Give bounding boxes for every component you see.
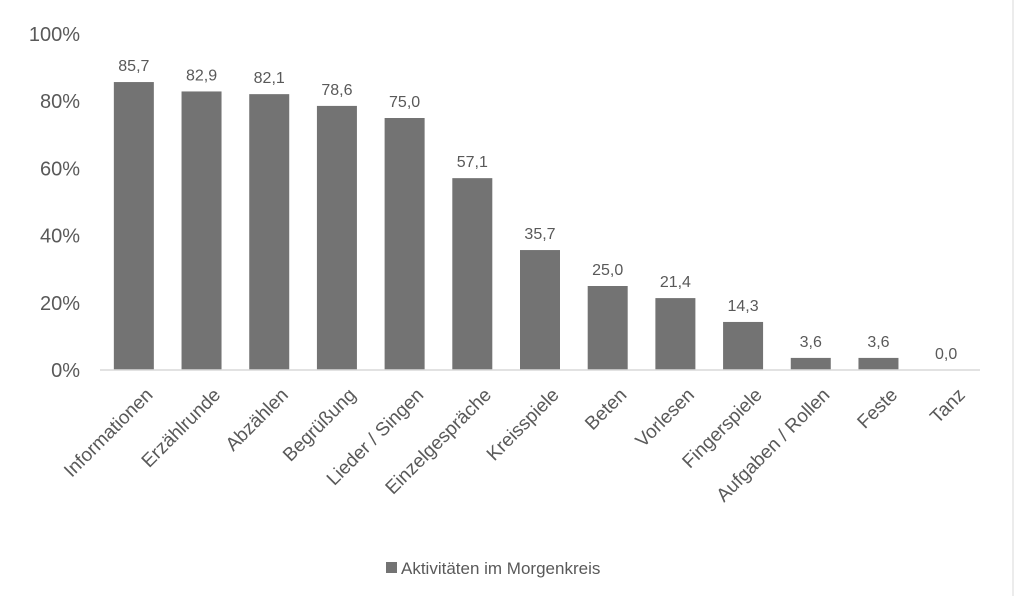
data-label: 3,6 — [800, 334, 822, 351]
data-labels: 85,7 82,9 82,1 78,6 75,0 57,1 35,7 25,0 21,4 14,3… — [118, 58, 957, 363]
bar — [452, 178, 493, 370]
bar — [249, 94, 290, 371]
y-tick-label: 0% — [51, 360, 80, 382]
y-axis-tick-labels: 0% 20% 40% 60% 80% 100% — [29, 24, 80, 382]
y-tick-label: 40% — [40, 226, 80, 248]
data-label: 85,7 — [118, 58, 149, 75]
bar — [316, 105, 357, 371]
data-label: 82,1 — [254, 70, 285, 87]
bar — [858, 357, 899, 370]
bar — [181, 91, 222, 371]
data-label: 78,6 — [321, 82, 352, 99]
y-tick-label: 100% — [29, 24, 80, 46]
bar — [384, 118, 425, 370]
bar — [113, 82, 154, 370]
bar — [587, 286, 628, 370]
data-label: 25,0 — [592, 262, 623, 279]
legend: Aktivitäten im Morgenkreis — [386, 559, 600, 578]
y-tick-label: 60% — [40, 158, 80, 180]
data-label: 0,0 — [935, 346, 957, 363]
data-label: 82,9 — [186, 67, 217, 84]
data-label: 21,4 — [660, 274, 691, 291]
data-label: 14,3 — [728, 298, 759, 315]
data-label: 35,7 — [524, 226, 555, 243]
data-label: 57,1 — [457, 154, 488, 171]
legend-swatch — [386, 562, 397, 573]
y-tick-label: 80% — [40, 91, 80, 113]
bar — [790, 357, 831, 370]
y-tick-label: 20% — [40, 293, 80, 315]
bar — [655, 298, 696, 370]
data-label: 75,0 — [389, 94, 420, 111]
bar — [520, 250, 560, 370]
legend-label: Aktivitäten im Morgenkreis — [401, 559, 600, 578]
data-label: 3,6 — [867, 334, 889, 351]
bar — [723, 321, 764, 370]
bars — [113, 82, 899, 371]
